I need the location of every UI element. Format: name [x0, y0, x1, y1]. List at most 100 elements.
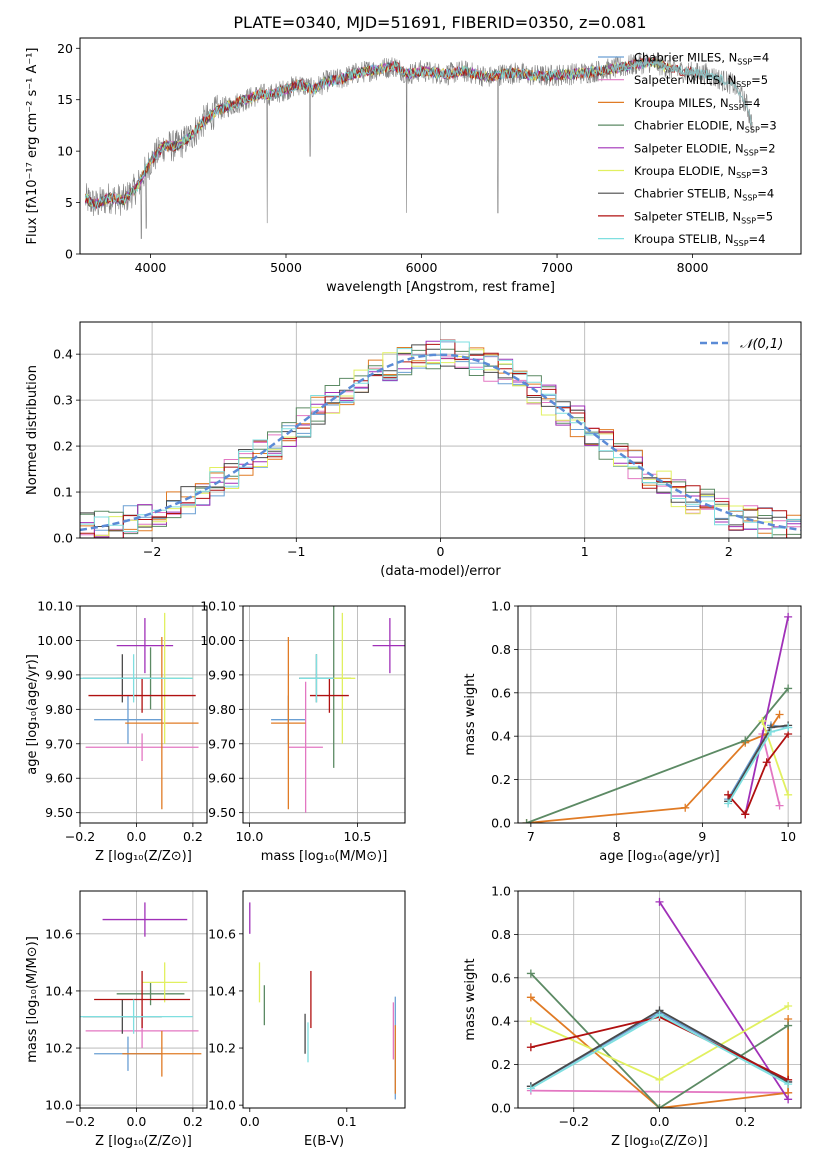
plot-area — [249, 902, 396, 1100]
plot-area — [271, 606, 405, 813]
y-axis-label: Normed distribution — [25, 365, 40, 495]
legend-entry: Kroupa ELODIE, NSSP=3 — [634, 164, 768, 180]
weight-marker — [784, 723, 793, 732]
y-tick-label: 5 — [65, 195, 73, 210]
y-tick-label: 0.2 — [53, 439, 73, 454]
x-tick-label: 4000 — [135, 260, 167, 275]
x-tick-label: 9 — [698, 829, 706, 844]
weight-marker — [784, 612, 793, 621]
plot-area — [84, 52, 753, 239]
plot-area — [80, 339, 801, 538]
model-spectrum-1 — [84, 60, 585, 209]
x-tick-label: −2 — [143, 544, 161, 559]
errorbar-point — [125, 637, 199, 810]
errorbar-point — [102, 902, 188, 937]
weight-marker — [784, 1095, 793, 1104]
y-tick-label: 10.10 — [200, 599, 236, 614]
histogram-9 — [80, 339, 801, 538]
panel-age-vs-z: −0.2 0.0 0.2 9.50 9.60 9.70 9.80 9.90 10.00 10.10… — [25, 599, 208, 864]
weight-marker — [766, 727, 775, 736]
weight-line-2 — [761, 733, 781, 806]
y-axis-label: mass weight — [463, 673, 478, 755]
y-axis-label: Flux [fλ10⁻¹⁷ erg cm⁻² s⁻¹ A⁻¹] — [25, 48, 40, 245]
y-tick-label: 9.80 — [208, 702, 236, 717]
y-axis-label: mass weight — [463, 958, 478, 1040]
y-tick-label: 9.90 — [208, 667, 236, 682]
x-tick-label: 6000 — [406, 260, 438, 275]
y-tick-label: 0.1 — [53, 485, 73, 500]
y-tick-label: 10 — [57, 144, 73, 159]
panel-age-vs-mass: 10.0 10.5 9.50 9.60 9.70 9.80 9.90 10.00 10.10 ma… — [200, 599, 406, 864]
axes-frame — [79, 890, 208, 1109]
y-tick-label: 0.3 — [53, 393, 73, 408]
plot-area — [526, 897, 793, 1108]
axes-frame — [517, 605, 802, 824]
y-tick-label: 0.2 — [491, 772, 511, 787]
weight-line-4 — [530, 972, 789, 1108]
weight-marker — [741, 736, 750, 745]
weight-line-9 — [727, 726, 789, 804]
x-tick-label: −0.2 — [559, 1114, 589, 1129]
x-tick-label: 0.2 — [183, 1114, 203, 1129]
y-axis-label: mass [log₁₀(M/M⊙)] — [25, 936, 40, 1063]
weight-marker — [526, 1043, 535, 1052]
y-tick-label: 0.6 — [491, 685, 511, 700]
y-tick-label: 0 — [65, 247, 73, 262]
panel-spectrum: 4000 5000 6000 7000 8000 0 5 10 15 20 wavelength [… — [25, 37, 802, 295]
y-tick-label: 1.0 — [491, 884, 511, 899]
weight-marker — [655, 1010, 664, 1019]
errorbar-point — [122, 1030, 202, 1077]
y-tick-label: 0.8 — [491, 642, 511, 657]
model-spectrum-2 — [84, 61, 602, 210]
errorbar-point — [288, 681, 323, 813]
weight-marker — [762, 758, 771, 767]
errorbar-point — [271, 637, 306, 810]
y-tick-label: 10.0 — [45, 1098, 73, 1113]
weight-marker — [526, 1084, 535, 1093]
plot-area — [80, 902, 202, 1077]
panel-weight-vs-z: −0.2 0.0 0.2 0.0 0.2 0.4 0.6 0.8 1.0 Z [log₁₀(Z/Z… — [463, 884, 802, 1149]
y-tick-label: 0.2 — [491, 1057, 511, 1072]
legend-entry: Salpeter MILES, NSSP=5 — [634, 73, 768, 89]
y-tick-label: 10.00 — [200, 633, 236, 648]
axes-frame — [79, 605, 208, 824]
legend-entry: Chabrier ELODIE, NSSP=3 — [634, 119, 777, 135]
errorbar-point — [88, 678, 196, 713]
y-tick-label: 10.4 — [208, 983, 236, 998]
errorbar-point — [116, 618, 174, 674]
model-spectrum-9 — [84, 57, 726, 210]
x-axis-label: Z [log₁₀(Z/Z⊙)] — [95, 1134, 192, 1149]
y-tick-label: 0.4 — [491, 729, 511, 744]
y-tick-label: 10.2 — [208, 1041, 236, 1056]
y-tick-label: 1.0 — [491, 599, 511, 614]
legend: Chabrier MILES, NSSP=4 Salpeter MILES, NS… — [598, 51, 777, 248]
weight-marker — [775, 710, 784, 719]
errorbar-point — [94, 970, 191, 1029]
weight-marker — [784, 1080, 793, 1089]
x-tick-label: 0.0 — [126, 829, 146, 844]
x-tick-label: 10 — [780, 829, 796, 844]
x-tick-label: 0.1 — [337, 1114, 357, 1129]
x-tick-label: 0.0 — [126, 1114, 146, 1129]
y-tick-label: 0.4 — [491, 1014, 511, 1029]
x-tick-label: 0.0 — [650, 1114, 670, 1129]
y-tick-label: 0.6 — [491, 970, 511, 985]
legend-entry: Kroupa MILES, NSSP=4 — [634, 96, 760, 112]
weight-marker — [526, 969, 535, 978]
y-tick-label: 9.80 — [45, 702, 73, 717]
x-tick-label: 0.0 — [240, 1114, 260, 1129]
y-tick-label: 10.4 — [45, 983, 73, 998]
weight-marker — [655, 1075, 664, 1084]
weight-line-5 — [658, 901, 789, 1100]
y-tick-label: 9.70 — [208, 736, 236, 751]
weight-marker — [784, 684, 793, 693]
errorbar-point — [80, 654, 193, 703]
axes-frame — [517, 890, 802, 1109]
y-tick-label: 9.50 — [208, 805, 236, 820]
gaussian-curve — [80, 353, 801, 532]
panel-mass-vs-ebv: 0.0 0.1 10.0 10.2 10.4 10.6 E(B-V) — [208, 890, 406, 1149]
x-tick-label: −1 — [287, 544, 305, 559]
weight-line-3 — [530, 996, 789, 1108]
y-tick-label: 10.10 — [37, 599, 73, 614]
